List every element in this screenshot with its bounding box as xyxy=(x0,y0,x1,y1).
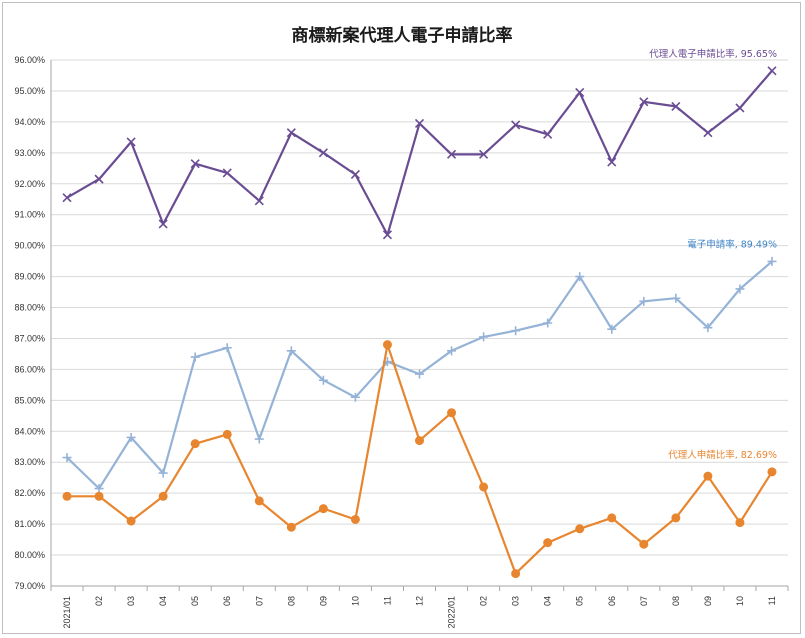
x-tick-label: 05 xyxy=(575,596,585,606)
y-tick-label: 85.00% xyxy=(14,395,45,405)
y-tick-label: 92.00% xyxy=(14,179,45,189)
x-tick-label: 04 xyxy=(543,596,553,606)
y-tick-label: 83.00% xyxy=(14,457,45,467)
data-point xyxy=(576,525,584,533)
y-tick-label: 79.00% xyxy=(14,581,45,591)
data-point xyxy=(448,409,456,417)
data-point xyxy=(159,492,167,500)
data-point xyxy=(287,129,295,137)
data-label: 電子申請率, 89.49% xyxy=(687,238,777,250)
data-point xyxy=(63,194,71,202)
data-point xyxy=(351,170,359,178)
x-tick-label: 02 xyxy=(94,596,104,606)
data-point xyxy=(95,492,103,500)
data-point xyxy=(511,326,520,335)
x-tick-label: 05 xyxy=(190,596,200,606)
data-point xyxy=(255,435,264,444)
data-point xyxy=(383,341,391,349)
y-tick-label: 89.00% xyxy=(14,272,45,282)
x-tick-label: 07 xyxy=(639,596,649,606)
data-point xyxy=(736,104,744,112)
y-tick-label: 88.00% xyxy=(14,303,45,313)
x-tick-label: 12 xyxy=(415,596,425,606)
x-tick-label: 08 xyxy=(286,596,296,606)
x-tick-label: 02 xyxy=(479,596,489,606)
gridlines xyxy=(51,60,788,555)
x-tick-label: 03 xyxy=(126,596,136,606)
data-point xyxy=(255,197,263,205)
y-tick-label: 87.00% xyxy=(14,333,45,343)
x-tick-label: 11 xyxy=(767,596,777,605)
chart-frame: 商標新案代理人電子申請比率 79.00% 80.00% 81.00% 82.00% 83… xyxy=(2,2,801,634)
x-tick-label: 08 xyxy=(671,596,681,606)
data-point xyxy=(768,67,776,75)
data-point xyxy=(416,437,424,445)
data-point xyxy=(704,472,712,480)
x-tick-label: 2022/01 xyxy=(447,596,457,629)
data-point xyxy=(191,353,200,362)
x-tick-label: 09 xyxy=(318,596,328,606)
data-point xyxy=(287,523,295,531)
data-label: 代理人申請比率, 82.69% xyxy=(668,449,777,461)
data-point xyxy=(672,514,680,522)
y-tick-label: 93.00% xyxy=(14,148,45,158)
y-tick-label: 86.00% xyxy=(14,364,45,374)
x-tick-label: 06 xyxy=(222,596,232,606)
y-tick-label: 95.00% xyxy=(14,86,45,96)
series-layer xyxy=(63,67,777,578)
y-tick-label: 90.00% xyxy=(14,241,45,251)
x-tick-label: 03 xyxy=(511,596,521,606)
y-tick-label: 80.00% xyxy=(14,550,45,560)
data-point xyxy=(255,497,263,505)
x-tick-label: 2021/01 xyxy=(62,596,72,629)
data-labels: 代理人電子申請比率, 95.65% 電子申請率, 89.49% 代理人申請比率, 8… xyxy=(649,48,777,461)
data-point xyxy=(576,88,584,96)
data-point xyxy=(191,440,199,448)
x-tick-label: 10 xyxy=(735,596,745,606)
data-point xyxy=(544,539,552,547)
data-point xyxy=(768,468,776,476)
data-point xyxy=(736,519,744,527)
data-point xyxy=(319,505,327,513)
data-point xyxy=(127,517,135,525)
data-point xyxy=(95,175,103,183)
y-tick-label: 81.00% xyxy=(14,519,45,529)
data-point xyxy=(223,343,232,352)
chart-title: 商標新案代理人電子申請比率 xyxy=(292,25,513,46)
y-tick-label: 82.00% xyxy=(14,488,45,498)
x-tick-label: 04 xyxy=(158,596,168,606)
y-tick-label: 94.00% xyxy=(14,117,45,127)
y-tick-label: 91.00% xyxy=(14,210,45,220)
x-tick-label: 10 xyxy=(350,596,360,606)
x-tick-label: 09 xyxy=(703,596,713,606)
data-point xyxy=(479,332,488,341)
x-tick-label: 06 xyxy=(607,596,617,606)
y-tick-label: 96.00% xyxy=(14,55,45,65)
y-tick-label: 84.00% xyxy=(14,426,45,436)
data-point xyxy=(704,129,712,137)
data-point xyxy=(63,492,71,500)
data-label: 代理人電子申請比率, 95.65% xyxy=(649,48,777,60)
data-point xyxy=(512,570,520,578)
data-point xyxy=(351,515,359,523)
x-tick-label: 11 xyxy=(382,596,392,605)
data-point xyxy=(608,158,616,166)
data-point xyxy=(640,540,648,548)
line-chart: 商標新案代理人電子申請比率 79.00% 80.00% 81.00% 82.00% 83… xyxy=(3,3,800,633)
series-line xyxy=(67,345,772,574)
data-point xyxy=(480,483,488,491)
x-tick-label: 07 xyxy=(254,596,264,606)
data-point xyxy=(608,514,616,522)
data-point xyxy=(223,430,231,438)
